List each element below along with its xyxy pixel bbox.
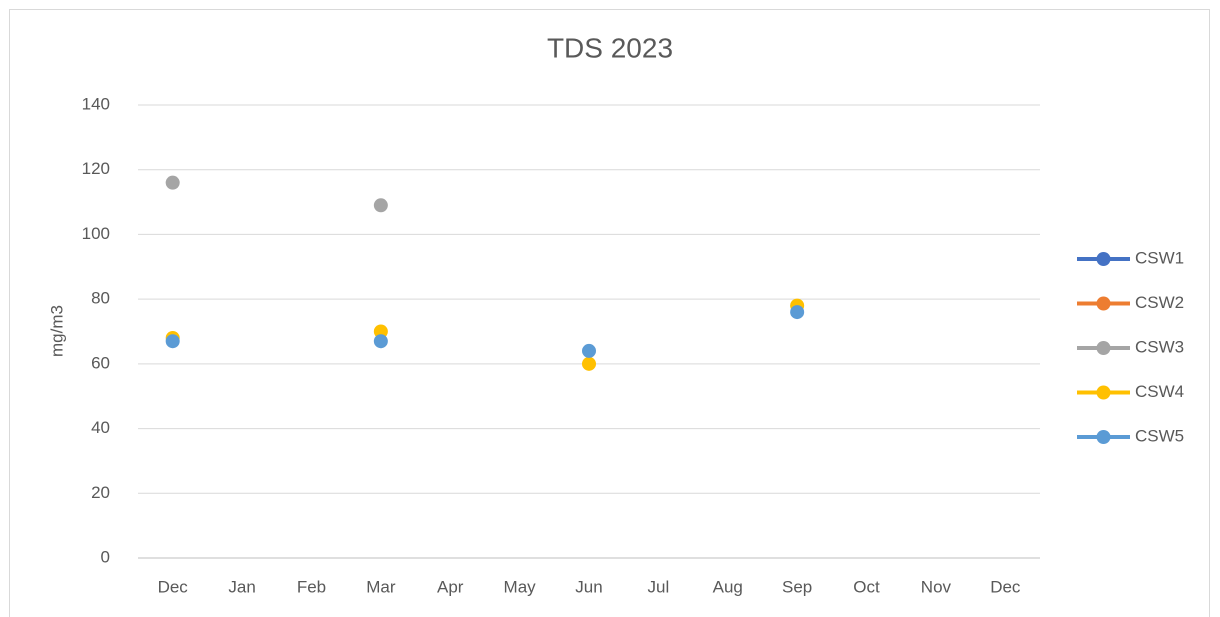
y-tick-label: 100 bbox=[82, 224, 110, 243]
x-tick-label: Feb bbox=[297, 577, 326, 596]
x-tick-label: Jun bbox=[575, 577, 602, 596]
legend-key-marker bbox=[1096, 252, 1111, 266]
x-tick-label: Aug bbox=[713, 577, 743, 596]
data-point bbox=[373, 324, 388, 339]
x-tick-label: Dec bbox=[990, 577, 1021, 596]
y-tick-label: 60 bbox=[91, 353, 110, 372]
x-tick-label: Jul bbox=[648, 577, 670, 596]
data-point bbox=[790, 305, 805, 320]
data-point bbox=[582, 343, 596, 358]
chart-border bbox=[9, 9, 1210, 617]
legend-label: CSW1 bbox=[1135, 248, 1184, 267]
legend-key-marker bbox=[1096, 430, 1111, 444]
y-tick-label: 120 bbox=[82, 159, 110, 178]
y-tick-label: 40 bbox=[91, 418, 110, 437]
legend-key-marker bbox=[1096, 341, 1111, 355]
x-tick-label: Nov bbox=[921, 577, 952, 596]
data-point bbox=[582, 356, 596, 371]
legend-label: CSW2 bbox=[1135, 293, 1184, 312]
x-tick-label: May bbox=[504, 577, 537, 596]
legend-label: CSW5 bbox=[1135, 426, 1184, 445]
x-tick-label: Sep bbox=[782, 577, 812, 596]
y-tick-label: 0 bbox=[101, 547, 110, 566]
y-tick-label: 20 bbox=[91, 483, 110, 502]
legend-label: CSW3 bbox=[1135, 337, 1184, 356]
x-tick-label: Oct bbox=[853, 577, 880, 596]
legend-key-marker bbox=[1096, 296, 1111, 311]
y-tick-label: 140 bbox=[82, 94, 110, 113]
legend-label: CSW4 bbox=[1135, 382, 1184, 401]
legend-key-marker bbox=[1096, 385, 1111, 400]
data-point bbox=[373, 198, 388, 213]
data-point bbox=[165, 334, 180, 349]
x-tick-label: Mar bbox=[366, 577, 396, 596]
x-tick-label: Dec bbox=[158, 577, 189, 596]
data-point bbox=[165, 175, 180, 190]
chart-title: TDS 2023 bbox=[547, 32, 673, 63]
x-tick-label: Jan bbox=[228, 577, 255, 596]
y-axis-label: mg/m3 bbox=[47, 305, 66, 357]
data-point bbox=[373, 334, 388, 349]
x-tick-label: Apr bbox=[437, 577, 464, 596]
y-tick-label: 80 bbox=[91, 289, 110, 308]
